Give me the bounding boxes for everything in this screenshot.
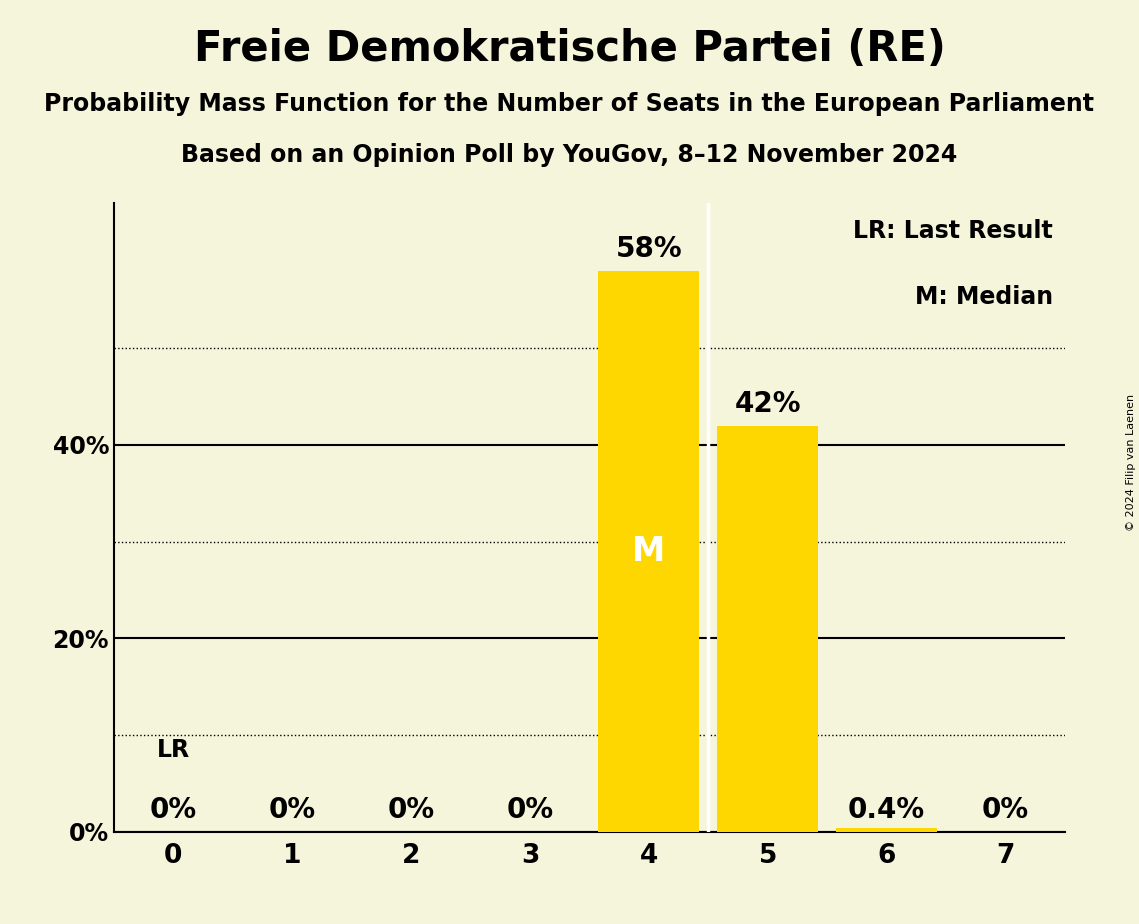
Text: 0%: 0%: [150, 796, 197, 824]
Text: Probability Mass Function for the Number of Seats in the European Parliament: Probability Mass Function for the Number…: [44, 92, 1095, 116]
Text: 0%: 0%: [269, 796, 316, 824]
Text: M: M: [632, 535, 665, 567]
Text: 0%: 0%: [982, 796, 1029, 824]
Text: Freie Demokratische Partei (RE): Freie Demokratische Partei (RE): [194, 28, 945, 69]
Text: LR: Last Result: LR: Last Result: [853, 219, 1054, 243]
Text: 0%: 0%: [507, 796, 554, 824]
Text: 0%: 0%: [387, 796, 435, 824]
Text: LR: LR: [157, 738, 190, 762]
Text: © 2024 Filip van Laenen: © 2024 Filip van Laenen: [1126, 394, 1136, 530]
Text: 42%: 42%: [735, 390, 801, 418]
Text: Based on an Opinion Poll by YouGov, 8–12 November 2024: Based on an Opinion Poll by YouGov, 8–12…: [181, 143, 958, 167]
Text: 58%: 58%: [615, 236, 682, 263]
Text: M: Median: M: Median: [915, 285, 1054, 309]
Bar: [836, 828, 937, 832]
Bar: [718, 426, 818, 832]
Text: 0.4%: 0.4%: [849, 796, 925, 824]
Bar: [598, 271, 699, 832]
